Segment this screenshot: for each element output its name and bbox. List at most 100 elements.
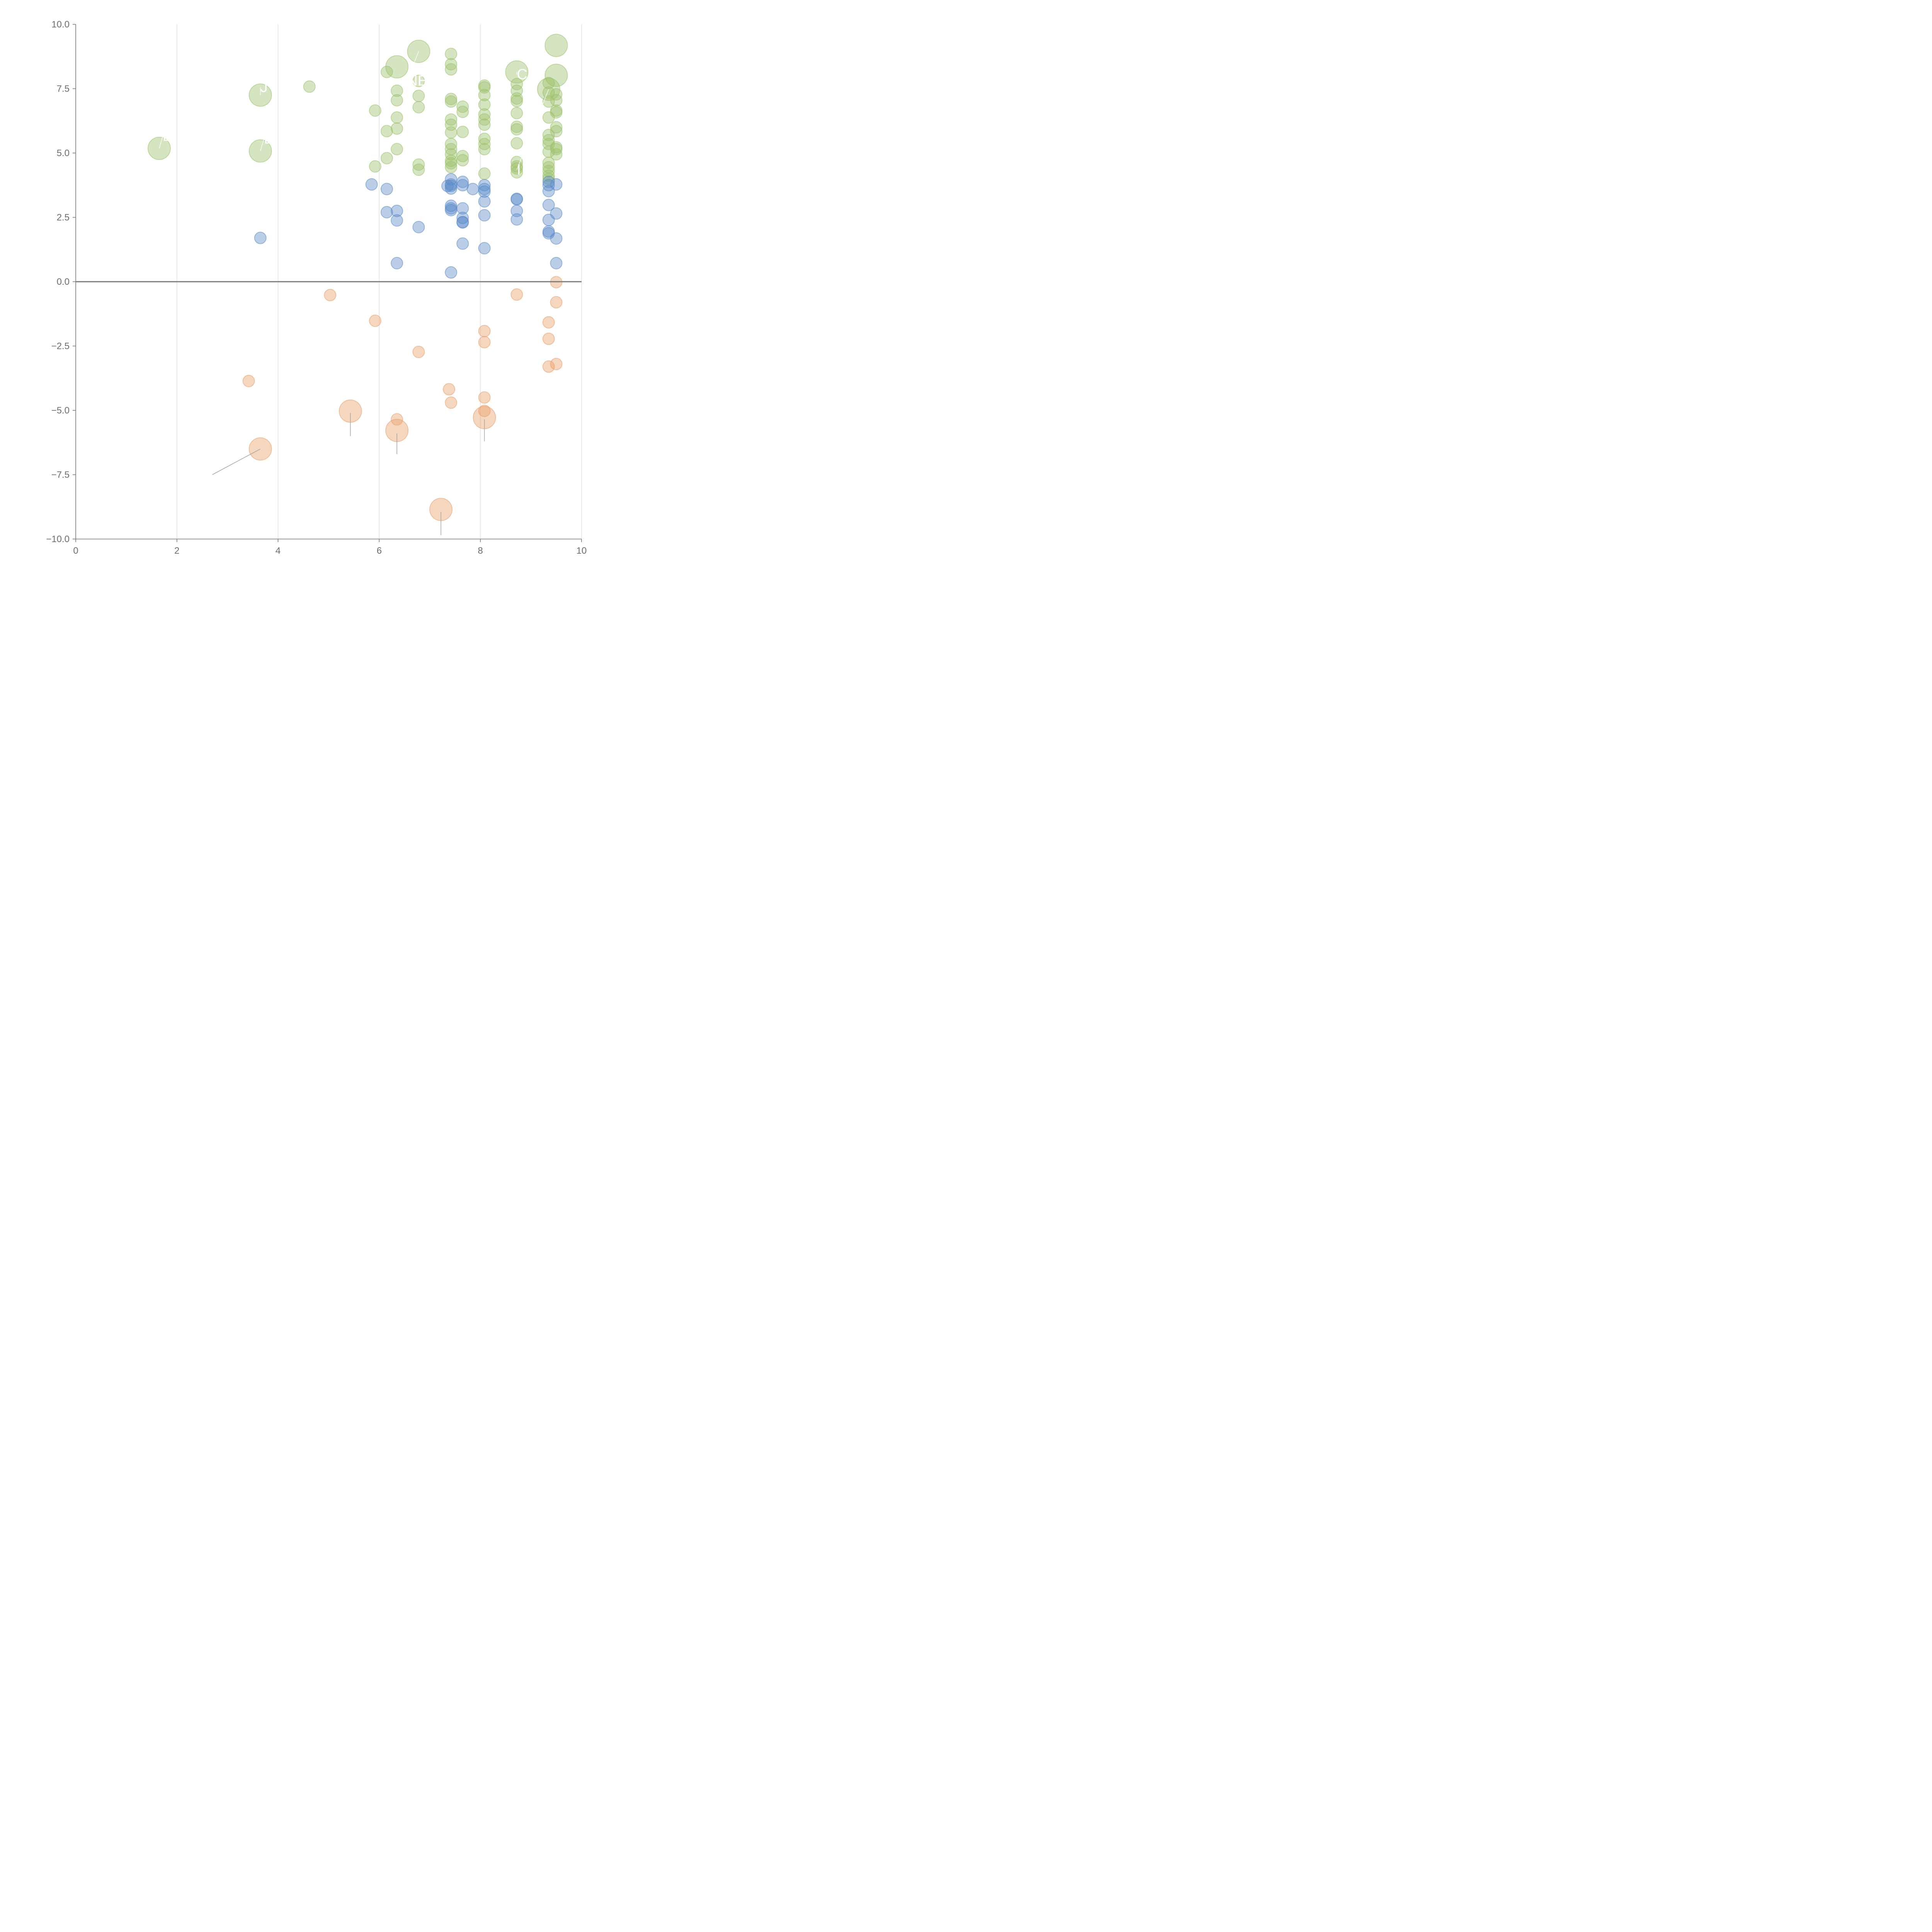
green-point-13 bbox=[391, 143, 403, 156]
blue-point-42 bbox=[550, 178, 563, 191]
blue-point-1 bbox=[365, 178, 378, 191]
blue-point-35 bbox=[542, 175, 555, 188]
blue-point-22 bbox=[456, 216, 469, 229]
annotation-label-1: E bbox=[163, 128, 172, 145]
orange-point-9 bbox=[445, 396, 457, 409]
green-point-46 bbox=[478, 118, 491, 131]
y-tick-label-2: 5.0 bbox=[57, 148, 70, 158]
chart-svg: 10.07.55.02.50.0−2.5−5.0−7.5−10.00 2 4 6 8 10… bbox=[46, 19, 587, 556]
green-point-60 bbox=[510, 156, 523, 168]
y-tick-label-1: 7.5 bbox=[57, 84, 70, 94]
annotation-label-2: E bbox=[264, 131, 274, 147]
green-point-17 bbox=[412, 90, 425, 102]
blue-point-34 bbox=[510, 213, 523, 226]
y-tick-label-6: −5.0 bbox=[51, 405, 70, 416]
green-point-10 bbox=[391, 111, 403, 124]
green-point-22 bbox=[445, 58, 457, 71]
blue-point-3 bbox=[381, 206, 393, 219]
annotation-leader-5 bbox=[516, 89, 549, 170]
green-point-34 bbox=[445, 161, 457, 173]
blue-point-27 bbox=[478, 185, 491, 198]
blue-point-26 bbox=[478, 183, 491, 196]
blue-point-5 bbox=[391, 214, 403, 227]
y-tick-label-0: 10.0 bbox=[51, 19, 70, 30]
green-point-43 bbox=[478, 98, 491, 111]
x-tick-label-3: 6 bbox=[377, 546, 382, 556]
blue-point-0 bbox=[254, 231, 267, 244]
green-point-88 bbox=[550, 148, 563, 161]
blue-point-28 bbox=[478, 195, 491, 208]
green-point-23 bbox=[445, 63, 457, 76]
green-point-4 bbox=[385, 55, 409, 78]
x-tick-label-5: 10 bbox=[577, 546, 587, 556]
green-point-45 bbox=[478, 113, 491, 126]
blue-point-7 bbox=[391, 257, 403, 270]
annotations: J E E NEA CH I bbox=[159, 51, 549, 536]
blue-point-15 bbox=[445, 204, 457, 216]
blue-point-23 bbox=[456, 237, 469, 250]
orange-point-17 bbox=[542, 316, 555, 329]
green-point-65 bbox=[544, 63, 568, 87]
green-point-14 bbox=[381, 152, 393, 165]
green-point-42 bbox=[478, 89, 491, 102]
blue-point-13 bbox=[445, 199, 457, 212]
scatter-chart: 10.0 7.5 5.0 2.5 0.0 −2.5 −5.0 −7.5 −10.0 0 2 4 6 8 10… bbox=[0, 0, 606, 606]
orange-point-12 bbox=[478, 336, 491, 349]
green-point-56 bbox=[510, 107, 523, 119]
orange-point-22 bbox=[550, 358, 563, 371]
green-point-37 bbox=[456, 126, 469, 138]
annotation-leader-2 bbox=[260, 139, 264, 151]
green-point-12 bbox=[391, 122, 403, 135]
y-tick-label-5: −2.5 bbox=[51, 341, 70, 352]
green-point-57 bbox=[510, 121, 523, 133]
orange-point-0 bbox=[324, 289, 337, 301]
green-point-47 bbox=[478, 133, 491, 145]
green-point-8 bbox=[391, 94, 403, 107]
green-point-21 bbox=[445, 48, 457, 60]
blue-point-12 bbox=[445, 182, 457, 195]
blue-point-9 bbox=[445, 173, 457, 185]
green-point-68 bbox=[542, 86, 555, 99]
orange-point-18 bbox=[542, 332, 555, 345]
data-points bbox=[147, 34, 568, 521]
green-point-69 bbox=[542, 95, 555, 108]
green-point-33 bbox=[445, 157, 457, 170]
green-point-85 bbox=[550, 125, 563, 138]
green-point-29 bbox=[445, 138, 457, 150]
annotation-leader-1 bbox=[159, 136, 163, 149]
green-point-28 bbox=[445, 126, 457, 139]
green-point-48 bbox=[478, 138, 491, 150]
green-point-39 bbox=[456, 154, 469, 167]
x-tick-label-1: 2 bbox=[174, 546, 179, 556]
x-tick-label-0: 0 bbox=[73, 546, 78, 556]
y-tick-label-3: 2.5 bbox=[57, 213, 70, 223]
green-point-67 bbox=[542, 77, 555, 89]
orange-point-14 bbox=[478, 405, 491, 417]
blue-point-2 bbox=[381, 183, 393, 196]
green-point-24 bbox=[445, 93, 457, 105]
green-point-83 bbox=[550, 106, 563, 119]
green-point-54 bbox=[510, 92, 523, 105]
orange-point-1 bbox=[369, 315, 381, 327]
green-point-11 bbox=[381, 125, 393, 138]
green-point-26 bbox=[445, 113, 457, 126]
green-point-36 bbox=[456, 105, 469, 118]
blue-point-30 bbox=[478, 242, 491, 255]
green-point-62 bbox=[510, 162, 523, 175]
annotation-label-5: I bbox=[517, 162, 521, 178]
green-point-49 bbox=[478, 143, 491, 156]
orange-point-8 bbox=[443, 383, 456, 396]
green-point-64 bbox=[544, 34, 568, 57]
blue-point-4 bbox=[391, 204, 403, 217]
blue-point-29 bbox=[478, 209, 491, 222]
green-point-38 bbox=[456, 150, 469, 162]
orange-point-3 bbox=[412, 345, 425, 358]
green-point-58 bbox=[510, 123, 523, 136]
green-point-19 bbox=[412, 158, 425, 171]
blue-point-16 bbox=[445, 266, 457, 279]
blue-point-17 bbox=[456, 175, 469, 188]
green-point-84 bbox=[550, 121, 563, 134]
green-point-71 bbox=[542, 129, 555, 141]
blue-point-32 bbox=[510, 193, 523, 206]
x-tick-label-2: 4 bbox=[276, 546, 281, 556]
